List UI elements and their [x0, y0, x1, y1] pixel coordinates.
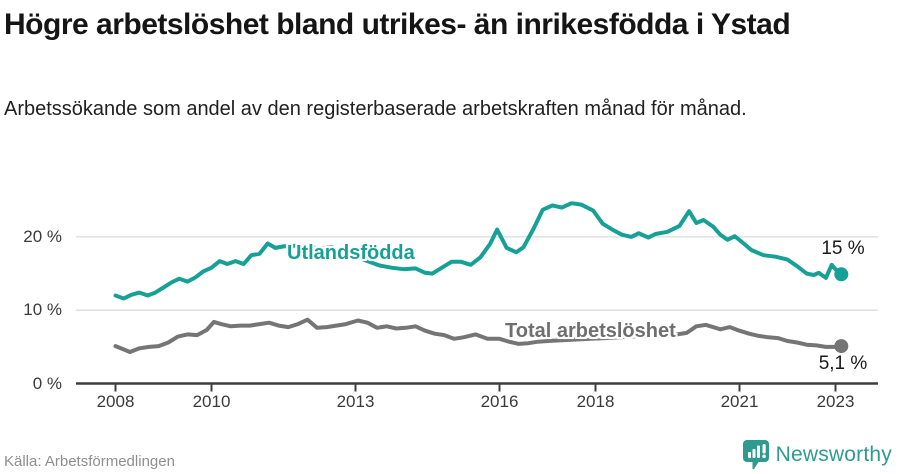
- brand-name: Newsworthy: [775, 443, 892, 466]
- x-tick-label-2021: 2021: [720, 392, 759, 411]
- newsworthy-bubble-icon: [742, 440, 769, 469]
- x-tick-label-2013: 2013: [336, 392, 375, 411]
- y-tick-label-0: 0 %: [32, 373, 62, 393]
- y-tick-label-20: 20 %: [23, 226, 62, 246]
- page-title: Högre arbetslöshet bland utrikes- än inr…: [4, 8, 791, 41]
- x-tick-label-2018: 2018: [576, 392, 615, 411]
- newsworthy-logo[interactable]: Newsworthy: [742, 440, 892, 470]
- end-value-utlandsfodda: 15 %: [821, 238, 865, 259]
- total-arbetsl-shet-end-dot: [834, 339, 849, 354]
- total-arbetsl-shet-line: [113, 317, 844, 354]
- y-tick-label-10: 10 %: [23, 300, 62, 320]
- x-tick-label-2016: 2016: [480, 392, 519, 411]
- chart-subtitle: Arbetssökande som andel av den registerb…: [4, 98, 747, 120]
- end-value-total-arbetsloshet: 5,1 %: [818, 353, 868, 374]
- x-tick-label-2023: 2023: [816, 392, 855, 411]
- utlandsf-dda-end-dot: [834, 267, 849, 282]
- source-note: Källa: Arbetsförmedlingen: [4, 453, 175, 470]
- utlandsf-dda-line: [113, 201, 844, 301]
- series-label-total-arbetsloshet: Total arbetslöshet: [505, 320, 676, 342]
- series-label-utlandsfodda: Utlandsfödda: [287, 242, 415, 264]
- x-tick-label-2010: 2010: [192, 392, 231, 411]
- x-tick-label-2008: 2008: [96, 392, 135, 411]
